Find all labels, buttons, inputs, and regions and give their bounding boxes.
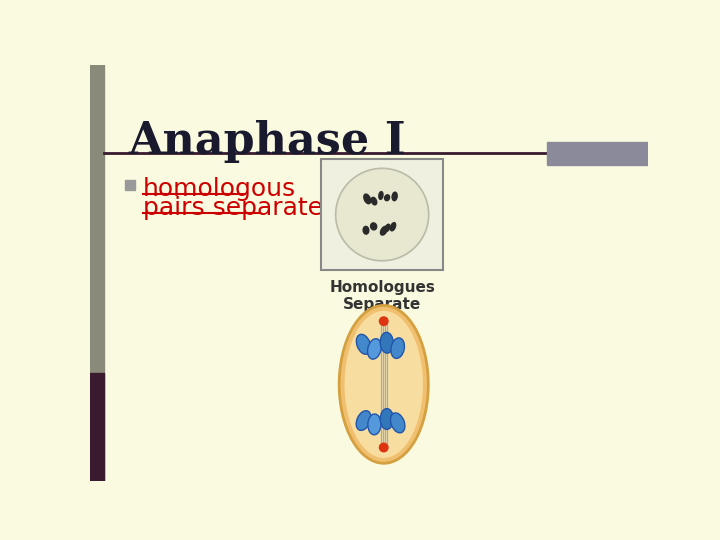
Text: Homologues
Separate: Homologues Separate (329, 280, 435, 312)
Circle shape (379, 443, 388, 452)
Ellipse shape (367, 339, 382, 359)
Ellipse shape (371, 223, 377, 230)
Ellipse shape (390, 222, 396, 231)
Circle shape (336, 168, 428, 261)
Ellipse shape (392, 192, 397, 201)
Ellipse shape (390, 413, 405, 433)
Ellipse shape (372, 197, 377, 205)
Ellipse shape (345, 311, 423, 458)
Bar (321, 159, 444, 271)
Text: Anaphase I: Anaphase I (129, 120, 406, 163)
Bar (547, 142, 648, 165)
Ellipse shape (363, 226, 369, 234)
Ellipse shape (379, 192, 383, 199)
Ellipse shape (380, 226, 387, 235)
Bar (125, 180, 135, 190)
Ellipse shape (380, 333, 393, 353)
Ellipse shape (368, 414, 381, 435)
Ellipse shape (364, 194, 371, 204)
Ellipse shape (356, 334, 371, 354)
Ellipse shape (356, 411, 371, 430)
Bar (90, 373, 104, 481)
Ellipse shape (380, 409, 393, 429)
Text: homologous: homologous (143, 177, 296, 201)
Ellipse shape (391, 338, 405, 359)
Ellipse shape (339, 306, 428, 463)
Ellipse shape (384, 195, 390, 201)
Text: pairs separate: pairs separate (143, 195, 323, 220)
Ellipse shape (385, 224, 390, 232)
Bar (90, 65, 104, 481)
Circle shape (379, 317, 388, 326)
